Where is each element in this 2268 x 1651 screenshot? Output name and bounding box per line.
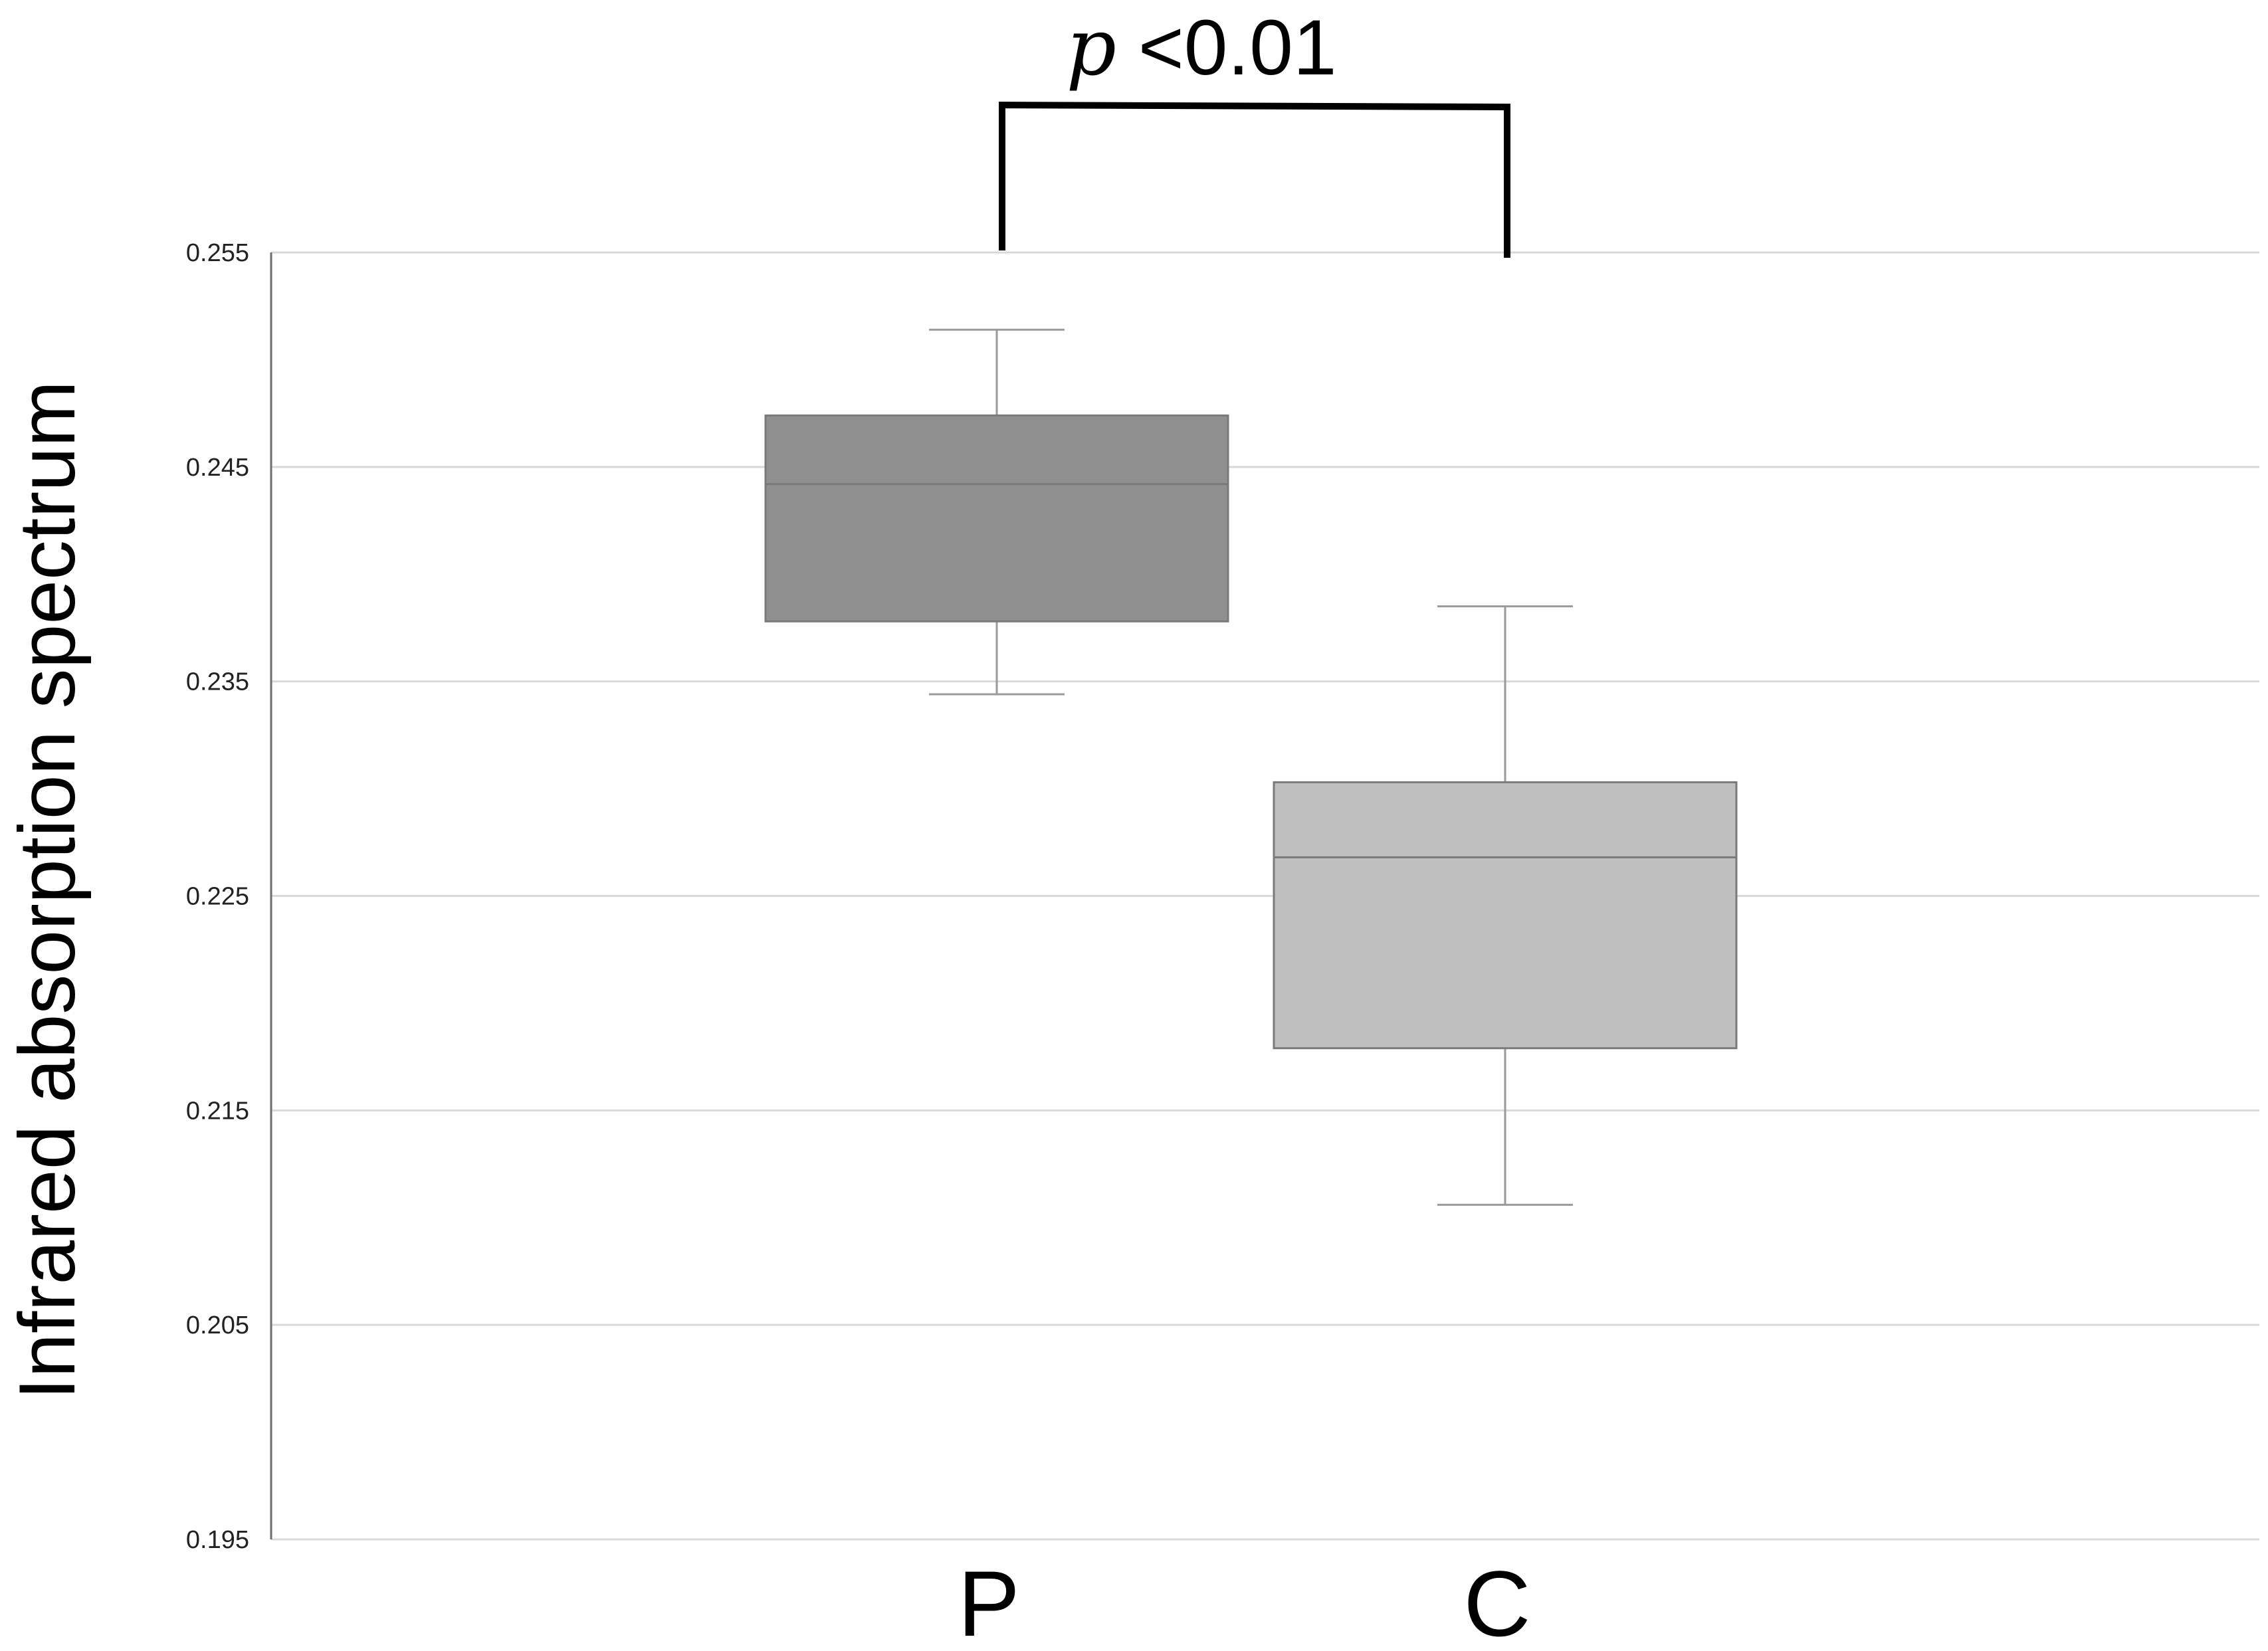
y-tick-labels: 0.195 0.205 0.215 0.225 0.235 0.245 0.255 (186, 239, 249, 1554)
y-tick-label-4: 0.235 (186, 668, 249, 696)
y-tick-label-5: 0.245 (186, 454, 249, 482)
p-symbol: p (1067, 1, 1117, 93)
y-axis-title: Infrared absorption spectrum (3, 381, 92, 1400)
y-tick-label-2: 0.215 (186, 1097, 249, 1125)
grid-lines (271, 251, 2259, 1541)
category-label-P: P (958, 1551, 1019, 1651)
box-P (764, 328, 1229, 696)
iqr-box-C (1273, 781, 1738, 1050)
y-tick-label-0: 0.195 (186, 1526, 249, 1554)
y-tick-label-6: 0.255 (186, 239, 249, 267)
iqr-box-P (764, 414, 1229, 623)
p-threshold: <0.01 (1116, 4, 1336, 92)
significance-bracket (999, 101, 1510, 258)
p-value-annotation: p <0.01 (1067, 1, 1337, 93)
box-C (1273, 605, 1738, 1206)
y-tick-label-1: 0.205 (186, 1311, 249, 1339)
box-series (764, 328, 1738, 1206)
category-label-C: C (1463, 1551, 1530, 1651)
y-tick-label-3: 0.225 (186, 883, 249, 911)
